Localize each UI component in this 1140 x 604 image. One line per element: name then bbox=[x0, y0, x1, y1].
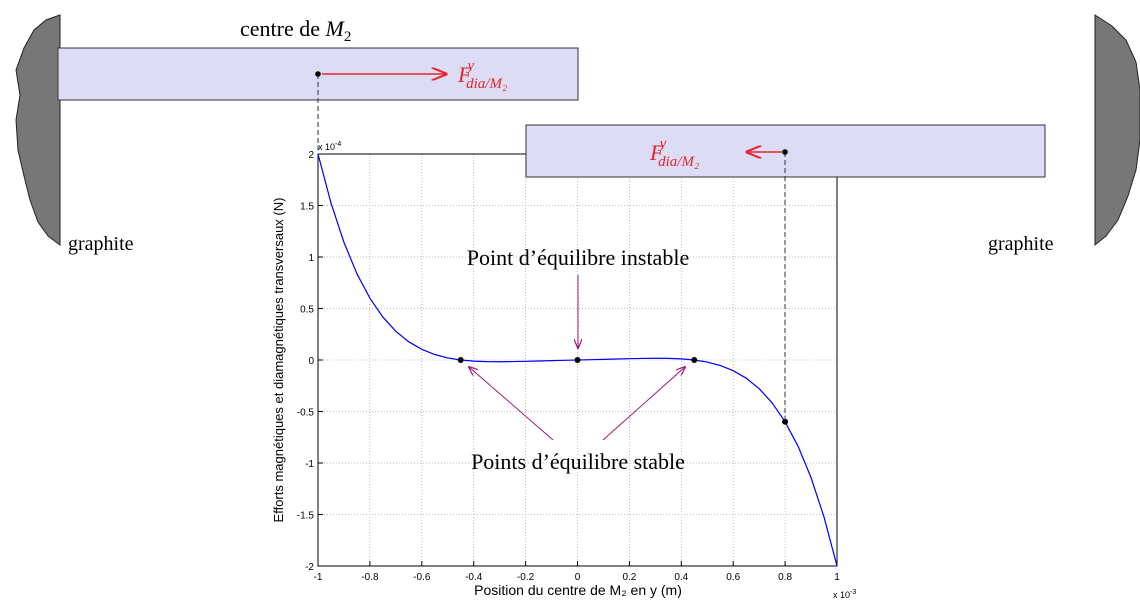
y-tick-label: -0.5 bbox=[297, 408, 315, 419]
x-tick-label: 1 bbox=[834, 572, 840, 583]
x-multiplier: x 10-3 bbox=[833, 589, 856, 600]
wall-label: graphite bbox=[988, 233, 1054, 255]
annotation: Point d’équilibre instable bbox=[467, 245, 689, 270]
y-multiplier: x 10-4 bbox=[318, 141, 341, 152]
annotation: Points d’équilibre stable bbox=[471, 449, 685, 474]
y-tick-label: 1.5 bbox=[300, 202, 314, 213]
y-tick-label: -1.5 bbox=[297, 511, 315, 522]
y-tick-label: 2 bbox=[308, 150, 314, 161]
force-label: Fy dia/M₂ bbox=[457, 58, 507, 92]
y-tick-label: 0 bbox=[308, 356, 314, 367]
x-tick-label: -0.8 bbox=[361, 572, 379, 583]
x-tick-label: -0.2 bbox=[517, 572, 535, 583]
wall-label: graphite bbox=[68, 233, 134, 255]
bar-label: centre de M2 bbox=[240, 16, 351, 45]
force-label: Fy dia/M₂ bbox=[649, 136, 699, 170]
x-tick-label: 0.4 bbox=[674, 572, 688, 583]
equilibrium-point bbox=[782, 418, 789, 425]
annotation-arrow bbox=[602, 367, 685, 441]
equilibrium-point bbox=[691, 357, 698, 363]
y-tick-label: -1 bbox=[305, 459, 314, 470]
bar-centre bbox=[315, 71, 321, 77]
bar-centre bbox=[782, 149, 788, 155]
graphite-wall bbox=[1094, 14, 1140, 247]
x-tick-label: 0.6 bbox=[726, 572, 740, 583]
y-tick-label: -2 bbox=[305, 562, 314, 573]
x-tick-label: -1 bbox=[314, 572, 323, 583]
equilibrium-point bbox=[574, 357, 581, 363]
y-tick-label: 0.5 bbox=[300, 305, 314, 316]
graphite-wall bbox=[15, 14, 61, 246]
x-tick-label: -0.6 bbox=[413, 572, 431, 583]
x-tick-label: 0.2 bbox=[622, 572, 636, 583]
x-axis-label: Position du centre de M₂ en y (m) bbox=[474, 582, 682, 598]
y-axis-label: Efforts magnétiques et diamagnétiques tr… bbox=[271, 198, 286, 523]
equilibrium-point bbox=[457, 357, 464, 363]
annotation-arrow bbox=[469, 367, 554, 441]
y-tick-label: 1 bbox=[308, 253, 314, 264]
x-tick-label: -0.4 bbox=[465, 572, 483, 583]
x-tick-label: 0.8 bbox=[778, 572, 792, 583]
x-tick-label: 0 bbox=[575, 572, 581, 583]
